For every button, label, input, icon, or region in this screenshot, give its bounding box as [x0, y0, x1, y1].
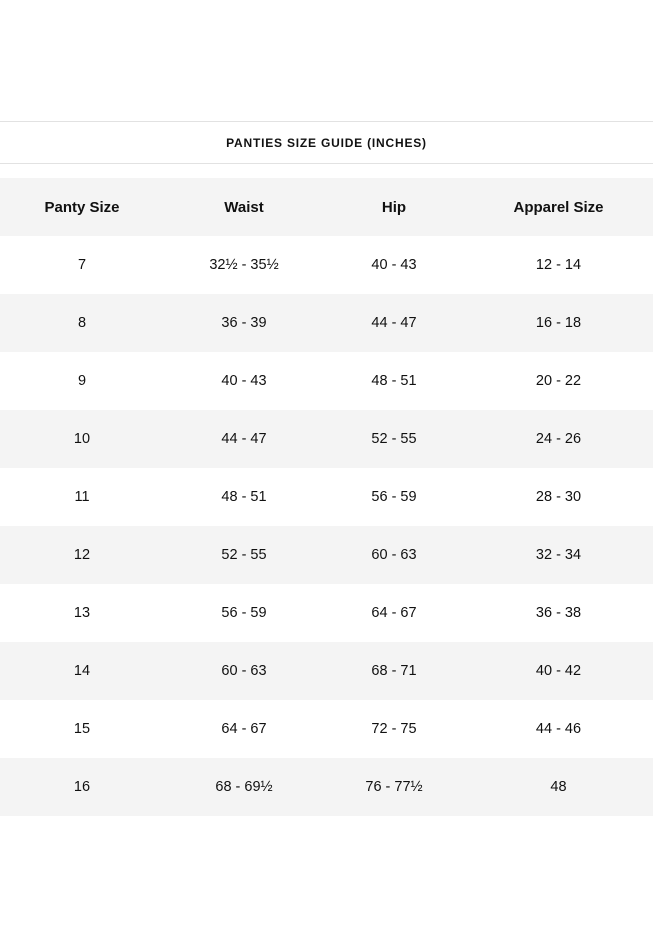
table-row: 13 56 - 59 64 - 67 36 - 38 — [0, 584, 653, 642]
table-row: 15 64 - 67 72 - 75 44 - 46 — [0, 700, 653, 758]
table-header-row: Panty Size Waist Hip Apparel Size — [0, 178, 653, 236]
size-guide-title: PANTIES SIZE GUIDE (INCHES) — [226, 135, 427, 150]
table-cell: 44 - 47 — [371, 315, 417, 331]
size-guide-title-bar: PANTIES SIZE GUIDE (INCHES) — [0, 121, 653, 164]
table-cell: 72 - 75 — [371, 721, 417, 737]
table-cell: 9 — [77, 373, 87, 389]
table-cell: 52 - 55 — [221, 547, 267, 563]
column-header: Panty Size — [44, 198, 120, 216]
table-cell: 24 - 26 — [535, 431, 582, 447]
table-cell: 11 — [74, 489, 90, 505]
table-cell: 36 - 39 — [221, 315, 267, 331]
table-row: 9 40 - 43 48 - 51 20 - 22 — [0, 352, 653, 410]
table-cell: 16 - 18 — [535, 315, 582, 331]
table-cell: 60 - 63 — [221, 663, 267, 679]
table-row: 10 44 - 47 52 - 55 24 - 26 — [0, 410, 653, 468]
table-cell: 13 — [73, 605, 91, 621]
column-header: Hip — [381, 198, 407, 216]
table-cell: 48 — [550, 779, 567, 795]
table-cell: 68 - 71 — [371, 663, 417, 679]
table-cell: 56 - 59 — [221, 605, 267, 621]
table-cell: 68 - 69½ — [215, 779, 273, 795]
table-cell: 7 — [77, 257, 87, 273]
size-guide-table: Panty Size Waist Hip Apparel Size 7 32½ -… — [0, 178, 653, 816]
table-cell: 16 — [73, 779, 91, 795]
table-cell: 8 — [77, 315, 87, 331]
table-cell: 56 - 59 — [371, 489, 417, 505]
table-cell: 48 - 51 — [371, 373, 417, 389]
table-cell: 20 - 22 — [535, 373, 582, 389]
table-row: 14 60 - 63 68 - 71 40 - 42 — [0, 642, 653, 700]
table-cell: 10 — [73, 431, 91, 447]
table-cell: 44 - 46 — [535, 721, 582, 737]
column-header: Apparel Size — [513, 198, 604, 216]
table-cell: 52 - 55 — [371, 431, 417, 447]
table-cell: 32 - 34 — [535, 547, 582, 563]
table-cell: 40 - 42 — [535, 663, 582, 679]
table-row: 11 48 - 51 56 - 59 28 - 30 — [0, 468, 653, 526]
table-row: 12 52 - 55 60 - 63 32 - 34 — [0, 526, 653, 584]
table-cell: 64 - 67 — [221, 721, 267, 737]
table-row: 16 68 - 69½ 76 - 77½ 48 — [0, 758, 653, 816]
table-cell: 40 - 43 — [221, 373, 267, 389]
table-cell: 60 - 63 — [371, 547, 417, 563]
table-cell: 12 - 14 — [535, 257, 582, 273]
table-cell: 76 - 77½ — [365, 779, 423, 795]
table-row: 7 32½ - 35½ 40 - 43 12 - 14 — [0, 236, 653, 294]
table-row: 8 36 - 39 44 - 47 16 - 18 — [0, 294, 653, 352]
table-cell: 36 - 38 — [535, 605, 582, 621]
table-cell: 28 - 30 — [535, 489, 582, 505]
table-cell: 32½ - 35½ — [209, 257, 279, 273]
table-cell: 64 - 67 — [371, 605, 417, 621]
table-cell: 14 — [73, 663, 91, 679]
table-cell: 15 — [73, 721, 91, 737]
column-header: Waist — [224, 198, 264, 216]
table-cell: 48 - 51 — [221, 489, 267, 505]
table-cell: 40 - 43 — [371, 257, 417, 273]
table-cell: 44 - 47 — [221, 431, 267, 447]
table-cell: 12 — [73, 547, 91, 563]
